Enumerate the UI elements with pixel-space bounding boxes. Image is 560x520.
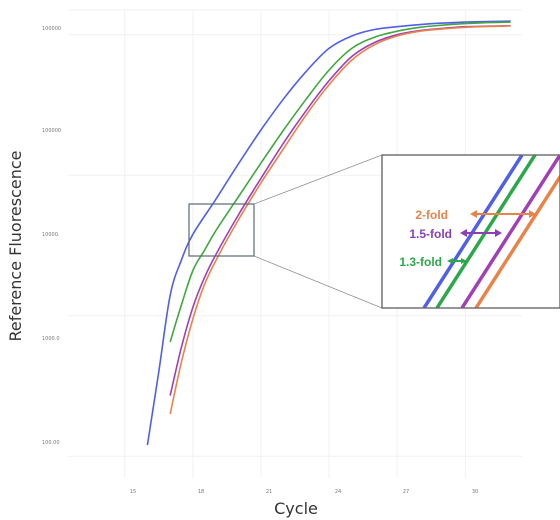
zoom-connector-bottom — [253, 255, 383, 309]
arrowhead-1.5-fold-left — [460, 229, 467, 237]
arrowhead-1.5-fold-right — [495, 229, 502, 237]
zoom-region-box — [188, 203, 255, 257]
arrowhead-2-fold-right — [529, 210, 536, 218]
y-tick-label: 10000. — [42, 232, 60, 238]
x-tick-label: 30 — [472, 489, 478, 495]
inset-line-blue — [422, 155, 524, 308]
series-lines — [146, 20, 511, 446]
x-tick-labels: 15 18 21 24 27 30 — [130, 489, 478, 495]
y-tick-label: 100000 — [42, 128, 61, 134]
y-tick-label: 1000.0 — [42, 336, 60, 342]
annotation-1.5-fold: 1.5-fold — [409, 227, 452, 241]
inset-line-orange — [474, 173, 560, 308]
y-tick-label: 100.00 — [42, 440, 60, 446]
annotation-1.3-fold: 1.3-fold — [399, 255, 442, 269]
annotation-2-fold: 2-fold — [415, 208, 448, 222]
x-tick-label: 18 — [198, 489, 204, 495]
series-line-0 — [146, 20, 511, 446]
inset-line-green — [435, 155, 537, 308]
series-line-3 — [169, 25, 511, 415]
y-tick-label: 100000 — [42, 26, 61, 32]
arrowhead-1.3-fold-right — [461, 258, 467, 264]
arrowhead-1.3-fold-left — [447, 258, 453, 264]
zoom-inset: 2-fold 1.5-fold 1.3-fold — [381, 154, 560, 309]
x-axis-title: Cycle — [274, 499, 318, 518]
arrowhead-2-fold-left — [470, 210, 477, 218]
zoom-connector-top — [253, 154, 383, 205]
x-tick-label: 21 — [266, 489, 272, 495]
y-tick-labels: 100.00 1000.0 10000. 100000 100000 — [42, 26, 61, 446]
inset-line-purple — [460, 155, 560, 308]
x-tick-label: 24 — [335, 489, 341, 495]
x-tick-label: 15 — [130, 489, 136, 495]
y-axis-title: Reference Fluorescence — [6, 150, 25, 341]
x-tick-label: 27 — [403, 489, 409, 495]
zoom-inset-border — [381, 154, 560, 309]
series-line-1 — [169, 21, 511, 343]
